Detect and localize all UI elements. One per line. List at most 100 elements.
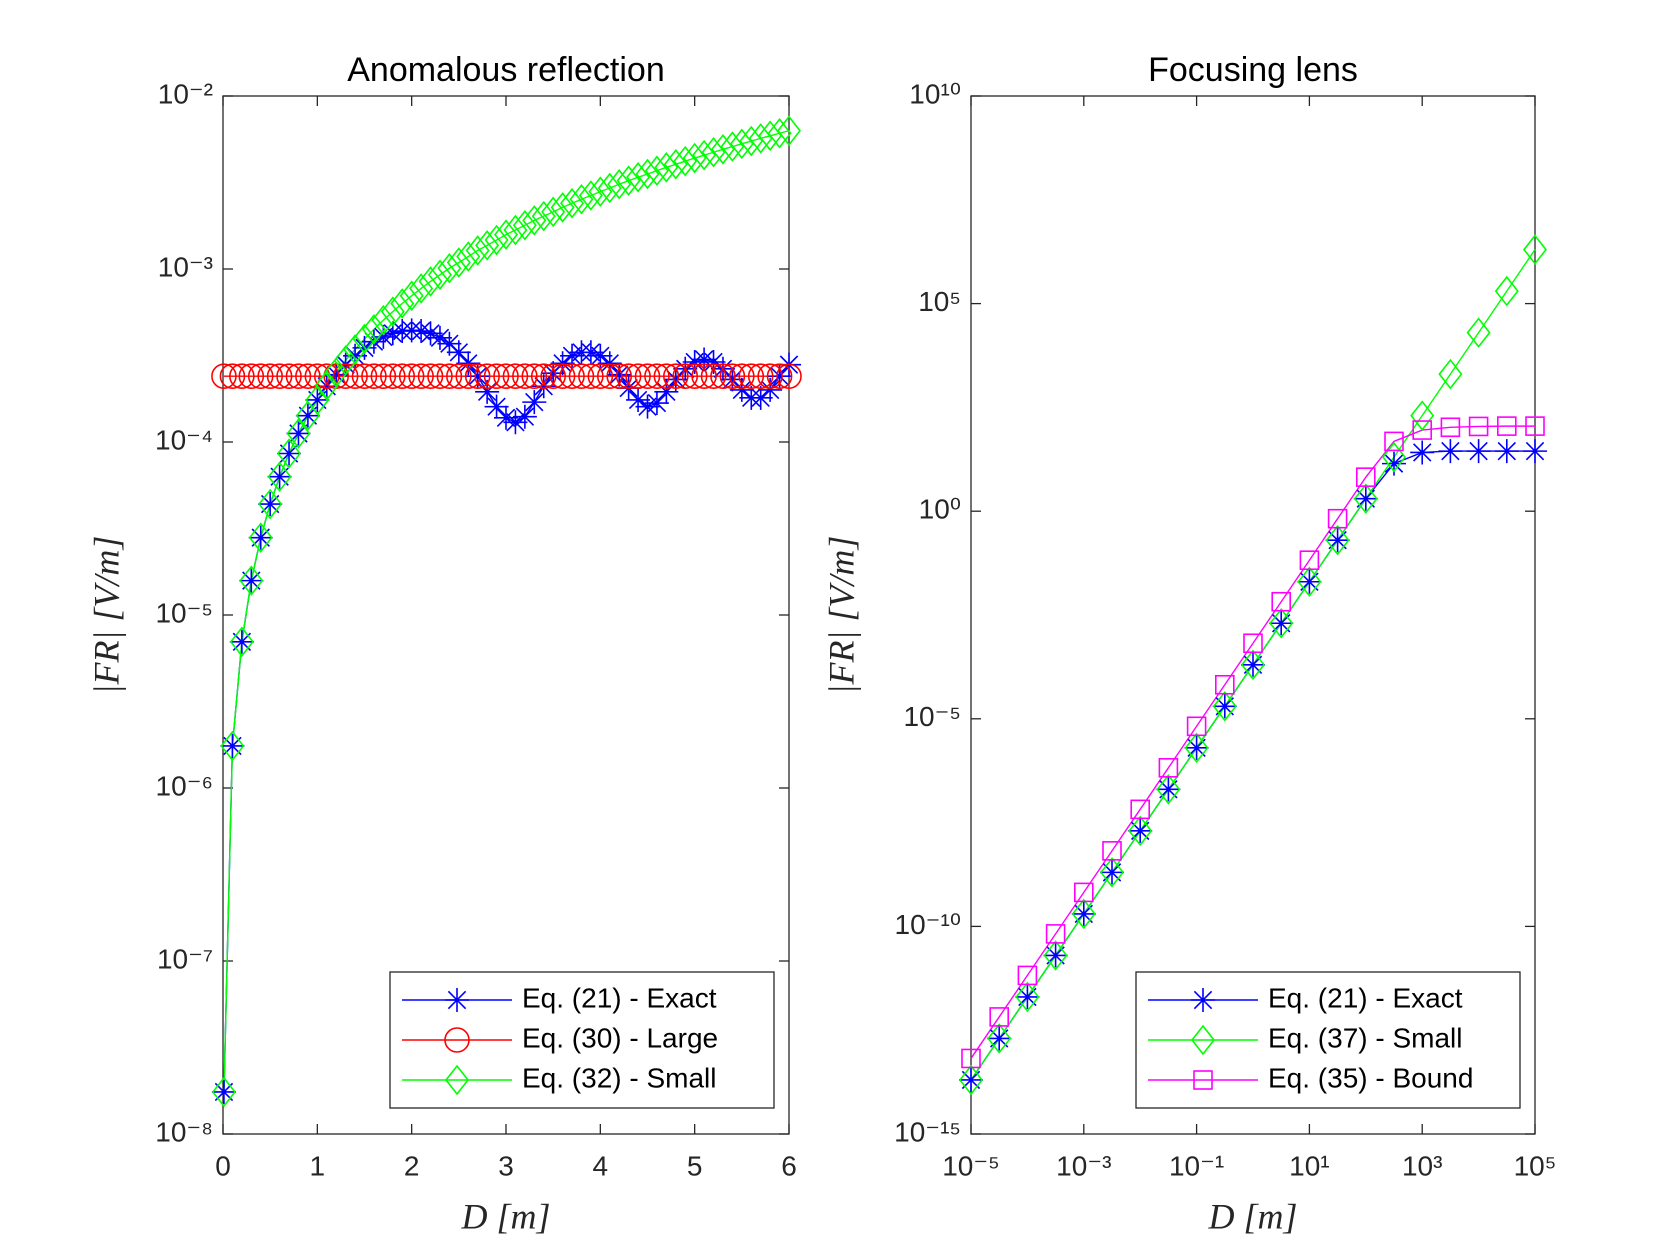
marker xyxy=(587,363,614,390)
marker xyxy=(1128,815,1153,847)
marker xyxy=(503,410,528,435)
marker xyxy=(475,379,500,404)
marker xyxy=(1384,431,1404,452)
marker xyxy=(1438,358,1463,390)
legend-marker xyxy=(1191,988,1215,1012)
marker xyxy=(1468,416,1489,437)
marker xyxy=(258,488,283,520)
marker xyxy=(569,183,594,215)
marker xyxy=(720,367,745,392)
marker xyxy=(380,296,405,327)
marker xyxy=(634,363,661,390)
marker xyxy=(729,128,754,160)
marker xyxy=(606,363,633,390)
y-tick-label: 10⁰ xyxy=(919,494,961,525)
y-tick-label: 10¹⁰ xyxy=(909,78,961,109)
marker xyxy=(522,205,547,236)
marker xyxy=(550,351,575,376)
marker xyxy=(1522,234,1548,265)
marker xyxy=(692,347,717,372)
legend-label: Eq. (21) - Exact xyxy=(1268,982,1463,1013)
marker xyxy=(1297,569,1322,594)
marker xyxy=(1015,981,1040,1013)
marker xyxy=(987,1026,1012,1051)
marker xyxy=(758,377,783,402)
marker xyxy=(662,363,689,390)
marker xyxy=(1071,898,1096,930)
marker xyxy=(1327,508,1348,529)
marker xyxy=(1494,439,1519,464)
x-tick-label: 5 xyxy=(687,1150,703,1181)
marker xyxy=(1100,860,1124,885)
marker xyxy=(531,200,556,232)
y-axis-label: |FR| [V/m] xyxy=(86,536,126,695)
marker xyxy=(417,363,444,390)
marker xyxy=(1017,965,1038,986)
marker xyxy=(380,321,405,346)
marker xyxy=(1243,633,1263,654)
marker xyxy=(408,363,434,390)
x-tick-label: 3 xyxy=(498,1150,514,1181)
marker xyxy=(465,364,490,389)
marker xyxy=(1045,924,1066,944)
marker xyxy=(456,241,481,272)
legend-label: Eq. (37) - Small xyxy=(1268,1022,1463,1053)
marker xyxy=(644,363,670,390)
legend-marker xyxy=(444,1027,470,1053)
marker xyxy=(681,363,708,390)
marker xyxy=(682,350,707,375)
marker xyxy=(757,363,783,390)
marker xyxy=(1074,882,1094,903)
marker xyxy=(361,314,386,345)
marker xyxy=(626,161,651,193)
y-tick-label: 10⁻⁶ xyxy=(156,770,213,801)
marker xyxy=(531,374,556,399)
marker xyxy=(484,224,509,256)
marker xyxy=(1299,550,1320,571)
marker xyxy=(588,176,613,207)
marker xyxy=(239,568,264,593)
marker xyxy=(720,131,745,162)
legend-label: Eq. (21) - Exact xyxy=(522,982,717,1013)
marker xyxy=(503,214,528,246)
marker xyxy=(776,115,802,147)
marker xyxy=(455,363,482,390)
marker xyxy=(682,142,707,174)
marker xyxy=(305,384,330,416)
x-tick-label: 10¹ xyxy=(1289,1150,1329,1181)
marker xyxy=(1156,774,1181,805)
marker xyxy=(739,125,764,157)
legend-marker xyxy=(1193,1070,1213,1090)
marker xyxy=(625,363,651,390)
marker xyxy=(314,370,339,401)
marker xyxy=(464,363,491,390)
marker xyxy=(399,280,424,312)
y-tick-label: 10⁻⁸ xyxy=(155,1116,213,1147)
marker xyxy=(710,133,735,165)
marker xyxy=(1269,611,1294,636)
marker xyxy=(1297,566,1322,598)
marker xyxy=(361,363,387,390)
marker xyxy=(578,340,603,365)
marker xyxy=(1325,524,1350,556)
marker xyxy=(989,1007,1009,1027)
marker xyxy=(663,367,688,392)
marker xyxy=(1212,694,1237,719)
y-axis-label: |FR| [V/m] xyxy=(821,536,861,695)
marker xyxy=(1356,467,1376,487)
y-tick-label: 10⁻⁵ xyxy=(903,701,961,732)
y-tick-label: 10⁻¹⁰ xyxy=(895,909,961,940)
marker xyxy=(1043,940,1068,971)
marker xyxy=(1128,818,1153,843)
marker xyxy=(370,363,397,390)
marker xyxy=(343,343,368,368)
marker xyxy=(597,172,622,204)
marker xyxy=(446,363,472,390)
marker xyxy=(719,363,746,390)
chart-title: Focusing lens xyxy=(1148,51,1358,89)
marker xyxy=(1438,439,1463,464)
marker xyxy=(588,343,613,368)
marker xyxy=(267,461,292,493)
marker xyxy=(987,1023,1012,1054)
